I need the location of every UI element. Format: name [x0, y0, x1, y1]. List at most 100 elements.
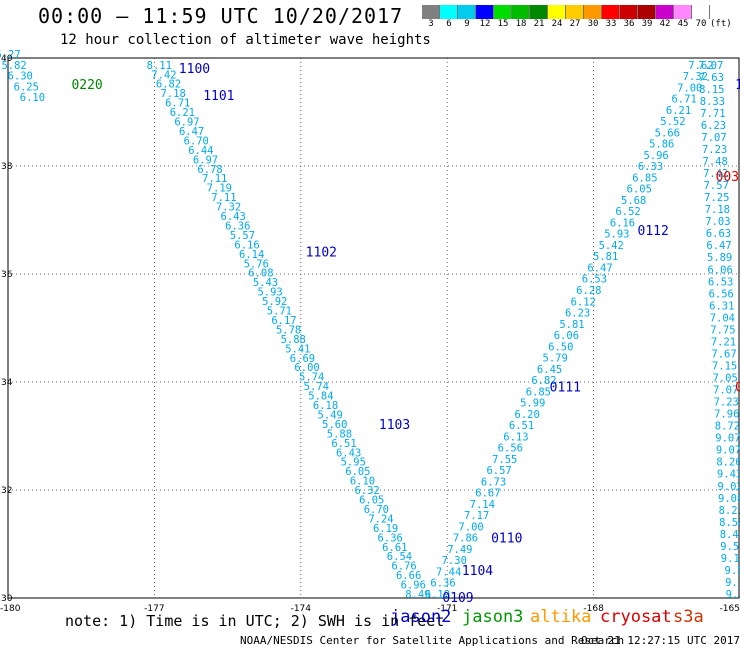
swh-value: 7.14 [470, 499, 495, 511]
legend-tick-label: 30 [587, 19, 599, 29]
pass-label: 003 [716, 170, 739, 185]
lon-tick-label: -180 [0, 604, 21, 614]
swh-value: 7.25 [704, 192, 729, 204]
track-1100: 8.117.426.827.186.716.216.976.476.706.44… [147, 60, 431, 601]
swh-value: 5.74 [299, 372, 324, 384]
swh-value: 5.79 [543, 353, 568, 365]
swh-value: 9.5 [725, 565, 740, 577]
swh-value: 6.14 [239, 249, 264, 261]
swh-value: 8.49 [405, 589, 430, 601]
swh-value: 7.32 [216, 202, 241, 214]
swh-value: 7.23 [702, 144, 727, 156]
legend-swatch [692, 5, 710, 19]
swh-value: 5.43 [253, 277, 278, 289]
swh-value: 6.76 [391, 561, 416, 573]
swh-value: 7.67 [711, 348, 736, 360]
swh-value: 6.27 [0, 49, 21, 61]
legend-swatch [674, 5, 692, 19]
swh-value: 6.71 [671, 94, 696, 106]
swh-value: 6.82 [156, 79, 181, 91]
swh-value: 5.78 [276, 324, 301, 336]
pass-label: 1 [735, 78, 740, 93]
swh-value: 7.32 [683, 71, 708, 83]
swh-value: 7.00 [458, 521, 483, 533]
swh-value: 7.49 [447, 544, 472, 556]
pass-label: 0110 [491, 532, 522, 547]
swh-value: 9.56 [720, 541, 740, 553]
lat-tick-label: 32 [1, 486, 12, 496]
swh-value: 8.15 [699, 84, 724, 96]
map-title: 00:00 – 11:59 UTC 10/20/2017 [38, 4, 404, 28]
swh-value: 5.66 [655, 127, 680, 139]
swh-value: 5.95 [341, 457, 366, 469]
swh-value: 8.26 [716, 457, 740, 469]
swh-value: 7.07 [701, 132, 726, 144]
swh-value: 6.78 [197, 164, 222, 176]
swh-value: 6.08 [248, 268, 273, 280]
lon-tick-label: -174 [291, 604, 312, 614]
swh-value: 9.08 [718, 493, 740, 505]
swh-value: 8.33 [700, 96, 725, 108]
swh-value: 5.74 [304, 381, 329, 393]
swh-value: 7.04 [710, 312, 735, 324]
swh-value: 5.49 [318, 409, 343, 421]
swh-value: 5.89 [707, 252, 732, 264]
pass-label: 1104 [462, 564, 493, 579]
swh-value: 5.88 [281, 334, 306, 346]
swh-value: 6.13 [503, 431, 528, 443]
legend-swatch [584, 5, 602, 19]
swh-value: 6.06 [707, 264, 732, 276]
swh-value: 7.42 [703, 168, 728, 180]
swh-value: 5.93 [257, 287, 282, 299]
swh-value: 5.86 [649, 139, 674, 151]
swh-value: 6.67 [475, 488, 500, 500]
swh-value: 5.60 [322, 419, 347, 431]
swh-value: 6.52 [615, 206, 640, 218]
legend-swatch [440, 5, 458, 19]
pass-label: 1100 [179, 62, 210, 77]
lat-tick-label: 36 [1, 270, 13, 280]
legend-swatch [566, 5, 584, 19]
swh-value: 6.57 [486, 465, 511, 477]
swh-value: 7.75 [710, 324, 735, 336]
legend-tick-label: 45 [677, 19, 689, 29]
swh-value: 6.63 [706, 228, 731, 240]
swh-value: 6.23 [701, 120, 726, 132]
track-values: 6.275.826.306.256.108.117.426.827.186.71… [0, 49, 740, 601]
swh-value: 6.36 [225, 220, 250, 232]
swh-value: 9.02 [717, 481, 740, 493]
swh-value: 6.45 [537, 364, 562, 376]
legend-swatch [602, 5, 620, 19]
pass-label: 0112 [638, 224, 669, 239]
swh-value: 6.05 [359, 495, 384, 507]
pass-labels: 0220 1100 1101 1102 1103 0109 1104 0110 0111 0112… [71, 62, 740, 606]
swh-value: 7.42 [151, 69, 176, 81]
swh-value: 6.30 [8, 71, 33, 83]
swh-value: 6.32 [354, 485, 379, 497]
swh-value: 6.56 [498, 443, 523, 455]
track-0109: 6.196.367.447.307.497.867.007.177.146.67… [425, 60, 714, 601]
swh-value: 5.41 [285, 343, 310, 355]
swh-value: 7.07 [713, 385, 738, 397]
swh-value: 7.00 [677, 82, 702, 94]
swh-value: 5.92 [262, 296, 287, 308]
swh-value: 6.05 [627, 184, 652, 196]
lon-tick-label: -177 [144, 604, 164, 614]
pass-label: 0109 [442, 591, 473, 606]
swh-value: 6.18 [313, 400, 338, 412]
color-legend: 3 6 9 12 15 18 21 24 27 30 33 36 39 42 45 70 (ft) [422, 5, 732, 29]
swh-value: 7.48 [703, 156, 728, 168]
swh-value: 6.69 [290, 353, 315, 365]
swh-value: 6.51 [509, 420, 534, 432]
swh-value: 6.97 [174, 117, 199, 129]
swh-value: 6.97 [193, 154, 218, 166]
track-east: 7.077.638.158.337.716.237.077.237.487.42… [698, 60, 740, 601]
swh-value: 6.36 [378, 532, 403, 544]
swh-value: 7.96 [714, 409, 739, 421]
swh-value: 5.81 [559, 319, 584, 331]
swh-value: 6.06 [554, 330, 579, 342]
swh-value: 6.43 [336, 447, 361, 459]
swh-value: 7.11 [211, 192, 236, 204]
swh-value: 6.70 [184, 135, 209, 147]
swh-value: 9.15 [721, 553, 740, 565]
